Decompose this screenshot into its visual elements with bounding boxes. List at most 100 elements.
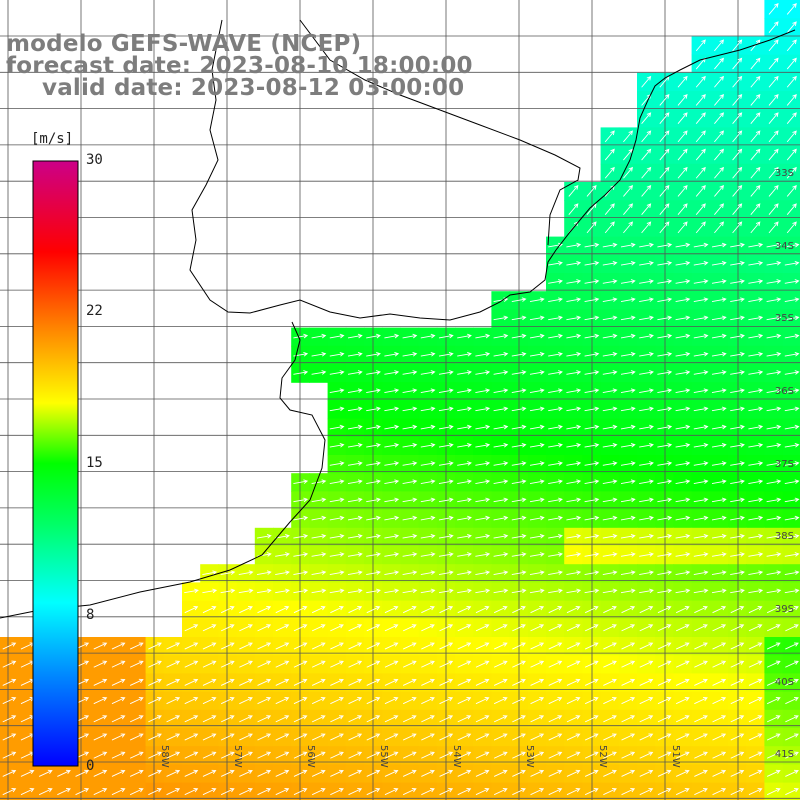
wind-arrow [438, 388, 454, 393]
wind-arrow [512, 660, 526, 668]
wind-arrow [766, 242, 782, 248]
wind-arrow [584, 315, 600, 321]
wind-arrow [675, 297, 691, 302]
wind-arrow [657, 406, 673, 412]
wind-arrow [129, 678, 144, 686]
wind-arrow [184, 642, 199, 650]
wind-arrow [748, 552, 764, 557]
wind-arrow [584, 751, 599, 759]
wind-arrow [695, 221, 706, 234]
wind-arrow [347, 461, 363, 466]
wind-arrow [548, 260, 563, 266]
wind-arrow [548, 297, 563, 302]
wind-arrow [584, 497, 600, 503]
wind-arrow [711, 570, 727, 575]
wind-arrow [766, 333, 782, 339]
wind-arrow [748, 479, 764, 484]
wind-arrow [220, 588, 236, 594]
wind-arrow [129, 769, 144, 777]
wind-arrow [402, 642, 417, 650]
wind-arrow [438, 515, 454, 521]
wind-arrow [438, 333, 454, 339]
wind-arrow [712, 678, 727, 686]
wind-arrow [275, 533, 290, 539]
wind-arrow [639, 642, 654, 650]
wind-arrow [748, 788, 763, 796]
wind-arrow [730, 497, 745, 503]
wind-arrow [311, 624, 326, 632]
wind-arrow [275, 624, 290, 632]
wind-arrow [693, 351, 709, 357]
wind-arrow [566, 442, 582, 448]
lat-label-38s: 38S [774, 531, 794, 542]
wind-arrow [293, 370, 309, 375]
wind-arrow [366, 552, 381, 557]
wind-arrow [657, 606, 672, 614]
wind-arrow [566, 424, 582, 430]
wind-arrow [2, 751, 17, 759]
wind-arrow [347, 442, 363, 448]
wind-arrow [239, 733, 253, 741]
wind-arrow [347, 515, 363, 521]
wind-arrow [748, 678, 763, 686]
wind-arrow [766, 788, 781, 796]
wind-arrow [766, 370, 782, 375]
wind-arrow [639, 624, 654, 632]
wind-arrow [511, 461, 527, 466]
wind-arrow [366, 461, 381, 466]
wind-arrow [620, 315, 636, 321]
wind-arrow [166, 788, 181, 796]
wind-arrow [748, 697, 763, 705]
wind-arrow [657, 733, 672, 741]
wind-arrow [529, 424, 545, 430]
wind-arrow [366, 351, 381, 357]
wind-arrow [748, 624, 763, 632]
wind-arrow [93, 642, 108, 650]
wind-arrow [732, 221, 743, 234]
wind-arrow [711, 242, 727, 248]
wind-arrow [329, 351, 345, 357]
colorbar-tick-8: 8 [86, 607, 95, 623]
wind-arrow [711, 461, 727, 466]
wind-arrow [311, 552, 327, 557]
wind-arrow [766, 442, 782, 448]
wind-arrow [347, 570, 363, 575]
wind-arrow [748, 442, 764, 448]
wind-arrow [620, 497, 636, 503]
wind-arrow [566, 260, 582, 266]
wind-arrow [639, 751, 654, 759]
wind-arrow [111, 788, 126, 796]
wind-arrow [239, 788, 253, 796]
wind-arrow [730, 406, 745, 412]
wind-arrow [711, 479, 727, 484]
wind-arrow [768, 148, 779, 161]
wind-arrow [566, 751, 581, 759]
wind-arrow [695, 185, 706, 197]
wind-arrow [402, 715, 417, 723]
wind-arrow [784, 552, 800, 557]
wind-arrow [639, 533, 654, 539]
wind-arrow [711, 333, 727, 339]
wind-arrow [329, 461, 345, 466]
wind-arrow [730, 333, 745, 339]
wind-arrow [202, 769, 217, 777]
wind-arrow [785, 769, 799, 777]
wind-arrow [347, 406, 363, 412]
wind-arrow [275, 552, 290, 557]
wind-arrow [129, 715, 144, 723]
wind-arrow [603, 788, 617, 796]
wind-arrow [659, 203, 670, 215]
wind-arrow [330, 751, 344, 759]
wind-arrow [529, 388, 545, 393]
wind-arrow [603, 733, 617, 741]
wind-arrow [750, 166, 761, 179]
wind-arrow [239, 606, 253, 614]
wind-arrow [641, 130, 652, 143]
wind-arrow [730, 606, 745, 614]
wind-arrow [348, 606, 363, 614]
wind-arrow [693, 479, 709, 484]
wind-arrow [602, 461, 618, 466]
wind-arrow [348, 733, 363, 741]
wind-arrow [366, 715, 381, 723]
